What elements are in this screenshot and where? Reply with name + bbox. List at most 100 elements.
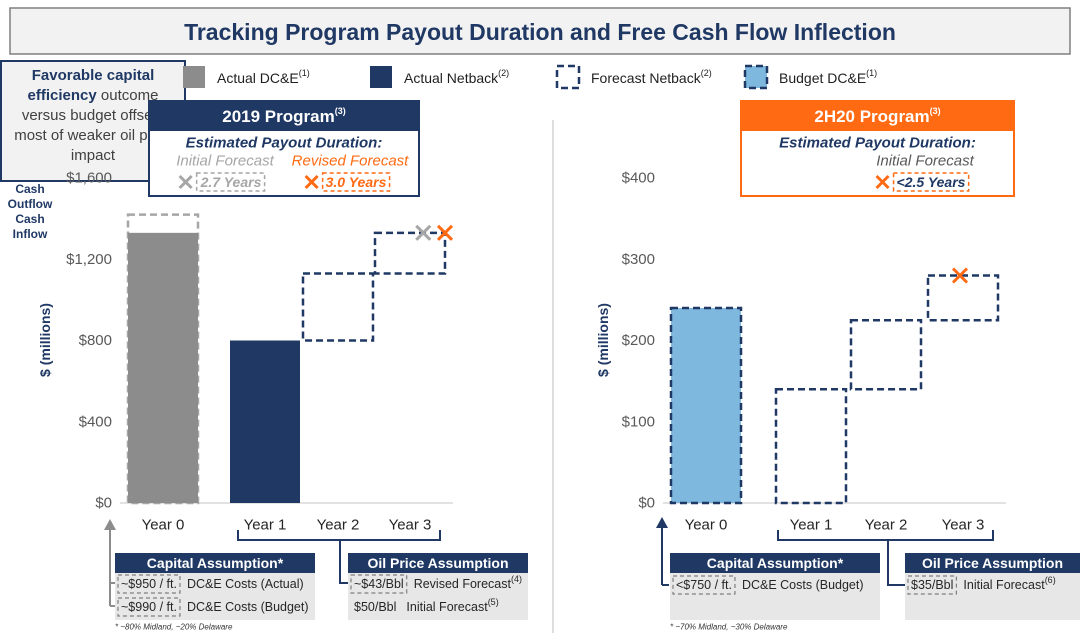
x-tick-label: Year 0 <box>685 517 728 534</box>
legend-label-text: Actual DC&E <box>217 70 299 86</box>
x-tick-label: Year 1 <box>790 517 833 534</box>
arrow-head <box>104 519 116 530</box>
assumption-value: ~$43/Bbl <box>354 577 404 591</box>
x-tick-label: Year 0 <box>142 517 185 534</box>
superscript: (1) <box>299 68 310 78</box>
legend-swatch <box>743 64 769 90</box>
forecast-label: Revised Forecast <box>292 153 410 170</box>
assumption-body <box>348 573 528 620</box>
title: Tracking Program Payout Duration and Fre… <box>184 19 896 45</box>
legend-label: Actual Netback(2) <box>404 68 509 86</box>
program-header <box>740 100 1015 130</box>
bar <box>849 318 923 391</box>
assumption-label: DC&E Costs (Budget) <box>187 600 309 614</box>
assumption-value: ~$990 / ft. <box>121 600 177 614</box>
bar-label: Cash Outflow <box>7 182 53 211</box>
assumption-value: $35/Bbl <box>911 578 953 592</box>
program-subtitle: Estimated Payout Duration: <box>779 135 976 152</box>
bar <box>128 232 198 503</box>
forecast-icon <box>304 174 319 190</box>
bar <box>230 340 300 503</box>
forecast-box <box>892 172 970 192</box>
assumption-header <box>348 553 528 573</box>
bracket <box>777 530 994 586</box>
bracket <box>237 530 441 584</box>
legend-label-text: Budget DC&E <box>779 70 866 86</box>
x-stroke <box>415 224 432 241</box>
bar <box>774 388 848 505</box>
value-box <box>117 574 181 594</box>
program-title: 2H20 Program(3) <box>814 106 940 126</box>
bar <box>669 306 743 505</box>
x-tick-label: Year 2 <box>317 517 360 534</box>
program-header <box>148 100 420 130</box>
assumption-title: Capital Assumption* <box>707 555 844 571</box>
assumption-label: Initial Forecast(5) <box>406 597 498 614</box>
superscript: (3) <box>335 106 346 116</box>
assumption-header <box>670 553 880 573</box>
y-tick-label: $1,200 <box>66 251 112 268</box>
program-title: 2019 Program(3) <box>222 106 345 126</box>
program-body <box>148 129 420 197</box>
title-bar <box>9 7 1071 55</box>
legend-label: Budget DC&E(1) <box>779 68 877 86</box>
assumption-label: Initial Forecast(6) <box>963 575 1055 592</box>
footnote: * ~70% Midland, ~30% Delaware <box>670 623 788 632</box>
payout-marker <box>951 267 969 284</box>
y-tick-label: $0 <box>638 495 655 512</box>
y-tick-label: $800 <box>79 332 112 349</box>
legend-label-text: Forecast Netback <box>591 70 702 86</box>
bar <box>926 274 1000 322</box>
assumption-label-text: DC&E Costs (Budget) <box>187 600 309 614</box>
legend-label-text: Actual Netback <box>404 70 499 86</box>
x-stroke <box>304 174 319 190</box>
y-tick-label: $100 <box>622 413 655 430</box>
assumption-body <box>905 573 1080 620</box>
assumption-label: Revised Forecast(4) <box>414 574 522 591</box>
program-title-text: 2019 Program <box>222 107 334 126</box>
arrow <box>661 522 669 586</box>
assumption-header <box>905 553 1080 573</box>
forecast-box <box>195 172 266 192</box>
value-box <box>907 575 958 595</box>
legend-swatch <box>183 66 205 88</box>
superscript: (6) <box>1045 575 1056 585</box>
arrow-head <box>656 517 668 528</box>
assumption-label-text: Initial Forecast <box>963 578 1045 592</box>
y-axis-label: $ (millions) <box>37 303 53 377</box>
assumption-label: DC&E Costs (Budget) <box>742 578 864 592</box>
assumption-header <box>115 553 315 573</box>
superscript: (3) <box>930 106 941 116</box>
x-tick-label: Year 1 <box>244 517 287 534</box>
bar <box>373 231 447 275</box>
y-tick-label: $300 <box>622 251 655 268</box>
forecast-icon <box>178 174 193 190</box>
y-tick-label: $400 <box>79 413 112 430</box>
legend-label: Forecast Netback(2) <box>591 68 712 86</box>
y-tick-label: $0 <box>95 495 112 512</box>
assumption-label: DC&E Costs (Actual) <box>187 577 304 591</box>
assumption-title: Capital Assumption* <box>147 555 284 571</box>
x-stroke <box>951 267 969 284</box>
assumption-label-text: Revised Forecast <box>414 577 512 591</box>
forecast-label: Initial Forecast <box>876 153 974 170</box>
x-tick-label: Year 3 <box>389 517 432 534</box>
value-box <box>117 597 181 617</box>
y-tick-label: $1,600 <box>66 170 112 187</box>
x-stroke <box>436 224 454 241</box>
assumption-value: ~$950 / ft. <box>121 577 177 591</box>
connectors <box>104 517 994 607</box>
legend-swatch <box>555 64 581 90</box>
forecast-value: 2.7 Years <box>200 174 262 190</box>
assumption-label-text: Initial Forecast <box>406 600 488 614</box>
callout-text: outcome versus budget offsets most of we… <box>14 87 172 164</box>
footnote: * ~80% Midland, ~20% Delaware <box>115 623 233 632</box>
assumption-label-text: DC&E Costs (Budget) <box>742 578 864 592</box>
legend-label: Actual DC&E(1) <box>217 68 310 86</box>
bar <box>301 272 375 342</box>
x-tick-label: Year 3 <box>942 517 985 534</box>
bar-label: Cash Inflow <box>12 212 48 241</box>
superscript: (1) <box>866 68 877 78</box>
